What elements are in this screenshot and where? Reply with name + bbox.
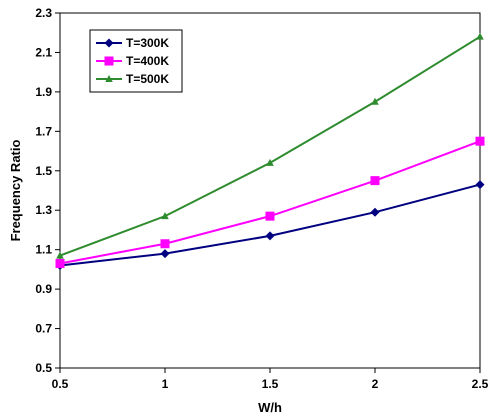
y-tick-label: 1.5 (35, 164, 52, 178)
x-tick-label: 2 (372, 377, 379, 391)
data-point (160, 249, 170, 259)
legend-item: T=300K (96, 36, 169, 50)
y-tick-label: 1.7 (35, 124, 52, 138)
legend-label: T=500K (126, 72, 169, 86)
y-tick-label: 0.9 (35, 282, 52, 296)
x-tick-label: 1 (162, 377, 169, 391)
y-tick-label: 0.5 (35, 361, 52, 375)
series-T=300K (55, 180, 485, 270)
y-tick-label: 0.7 (35, 322, 52, 336)
series-T=400K (55, 136, 485, 268)
series-lines (55, 32, 485, 270)
legend-label: T=400K (126, 54, 169, 68)
data-point (266, 158, 274, 166)
data-point (476, 32, 484, 40)
legend-marker (104, 56, 114, 66)
data-point (265, 211, 275, 221)
series-line (59, 183, 481, 267)
data-point (371, 97, 379, 105)
data-point (56, 251, 64, 259)
y-tick-label: 2.1 (35, 45, 52, 59)
y-tick-label: 1.9 (35, 85, 52, 99)
x-axis: 0.5 1 1.5 2 2.5 (52, 368, 489, 391)
legend-item: T=500K (96, 72, 169, 86)
y-tick-label: 1.3 (35, 203, 52, 217)
y-axis: 0.5 0.7 0.9 1.1 1.3 1.5 1.7 1.9 2.1 2.3 (35, 6, 60, 375)
data-point (160, 239, 170, 249)
y-axis-title: Frequency Ratio (8, 140, 23, 242)
legend-item: T=400K (96, 54, 169, 68)
data-point (370, 176, 380, 186)
x-tick-label: 2.5 (472, 377, 489, 391)
y-tick-label: 2.3 (35, 6, 52, 20)
legend: T=300K T=400K T=500K (89, 29, 183, 93)
y-tick-label: 1.1 (35, 243, 52, 257)
data-point (475, 136, 485, 146)
legend-marker (105, 75, 113, 82)
x-tick-label: 1.5 (262, 377, 279, 391)
data-point (55, 258, 65, 268)
x-axis-title: W/h (258, 400, 282, 415)
data-point (370, 207, 380, 217)
legend-label: T=300K (126, 36, 169, 50)
data-point (475, 180, 485, 190)
series-T=500K (56, 32, 484, 259)
data-point (161, 212, 169, 220)
legend-marker (104, 38, 114, 48)
data-point (265, 231, 275, 241)
x-tick-label: 0.5 (52, 377, 69, 391)
